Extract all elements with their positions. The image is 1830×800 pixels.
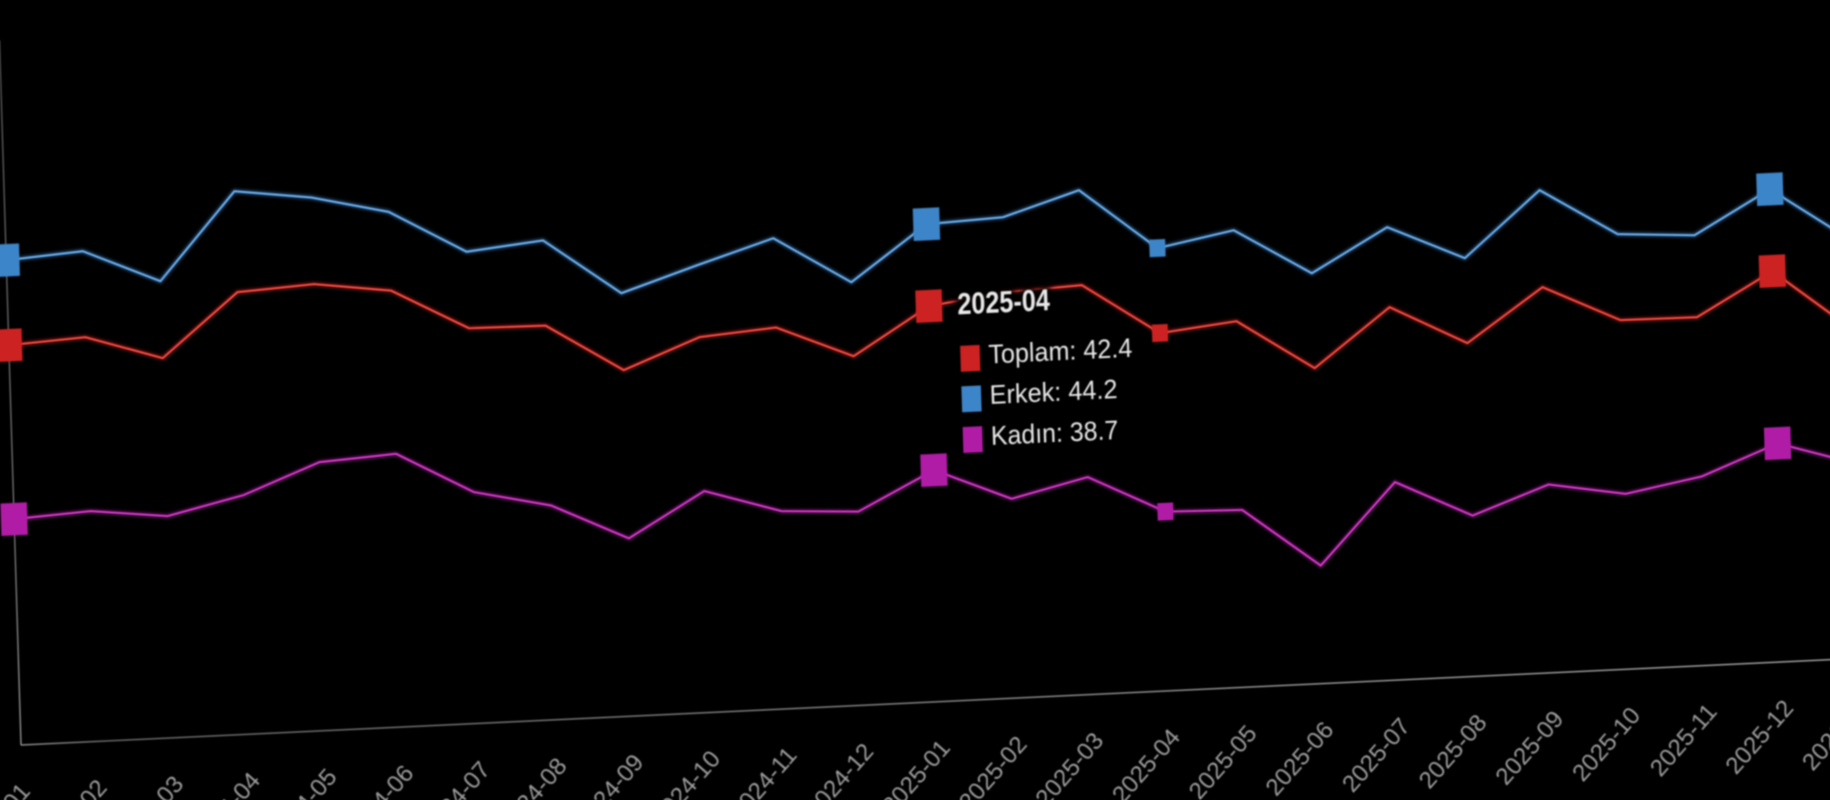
svg-text:2025-04: 2025-04 [957,282,1051,321]
svg-text:2025-04: 2025-04 [957,282,1051,321]
svg-text:Kadın: 38.7: Kadın: 38.7 [990,415,1118,451]
svg-text:Erkek: 44.2: Erkek: 44.2 [989,374,1118,410]
svg-text:Kadın: 38.7: Kadın: 38.7 [990,415,1118,451]
svg-text:Toplam: 42.4: Toplam: 42.4 [988,333,1133,370]
